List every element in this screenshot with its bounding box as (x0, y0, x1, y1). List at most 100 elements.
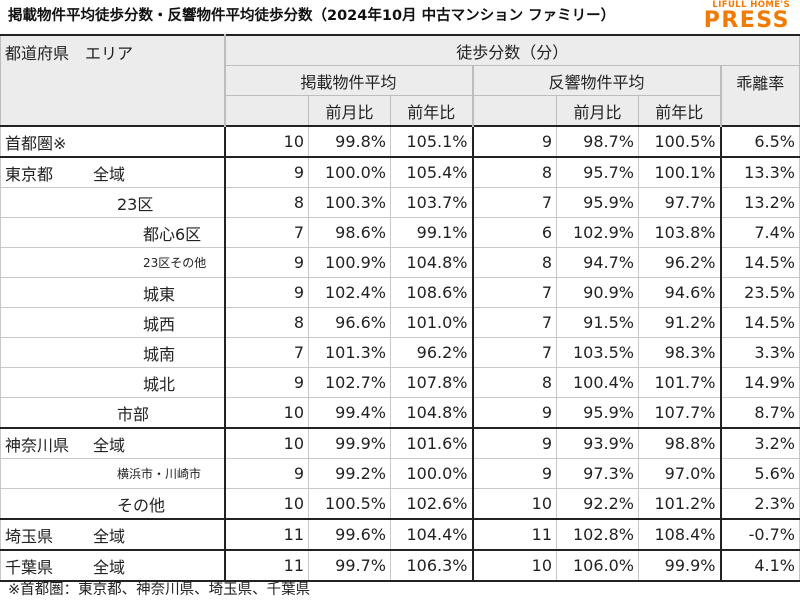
header-response-min (471, 95, 557, 127)
header-region: 都道府県 エリア (0, 34, 226, 127)
row-label: 千葉県 全域 (0, 549, 226, 582)
brand-logo: LIFULL HOME'S PRESS (690, 0, 790, 32)
listing-mom: 99.8% (308, 125, 391, 158)
gap-rate: 14.5% (719, 307, 800, 338)
table-row: 市部 10 99.4% 104.8% 9 95.9% 107.7% 8.7% (0, 397, 800, 429)
response-yoy: 97.0% (638, 458, 721, 489)
response-yoy: 101.7% (638, 367, 721, 398)
table-row: 東京都 全域 9 100.0% 105.4% 8 95.7% 100.1% 13.3% (0, 156, 800, 188)
listing-mom: 102.7% (308, 367, 391, 398)
table-row: 城北 9 102.7% 107.8% 8 100.4% 101.7% 14.9% (0, 367, 800, 398)
response-minutes: 9 (471, 427, 557, 459)
row-label: 城南 (0, 337, 226, 368)
listing-minutes: 10 (224, 488, 309, 520)
listing-mom: 102.4% (308, 277, 391, 308)
listing-yoy: 105.1% (390, 125, 473, 158)
area-name: 都心6区 (143, 224, 202, 244)
gap-rate: 13.2% (719, 187, 800, 218)
listing-mom: 100.3% (308, 187, 391, 218)
listing-yoy: 105.4% (390, 156, 473, 188)
response-minutes: 7 (471, 277, 557, 308)
header-response-mom: 前月比 (556, 95, 639, 127)
listing-yoy: 104.4% (390, 518, 473, 551)
response-minutes: 9 (471, 458, 557, 489)
listing-mom: 98.6% (308, 217, 391, 248)
response-yoy: 101.2% (638, 488, 721, 520)
response-mom: 100.4% (556, 367, 639, 398)
listing-yoy: 101.6% (390, 427, 473, 459)
page-title: 掲載物件平均徒歩分数・反響物件平均徒歩分数（2024年10月 中古マンション フ… (8, 8, 616, 24)
row-label: 東京都 全域 (0, 156, 226, 188)
response-mom: 92.2% (556, 488, 639, 520)
response-minutes: 8 (471, 247, 557, 278)
response-yoy: 97.7% (638, 187, 721, 218)
response-minutes: 10 (471, 488, 557, 520)
response-yoy: 100.5% (638, 125, 721, 158)
area-name: 城西 (143, 314, 176, 334)
table-row: その他 10 100.5% 102.6% 10 92.2% 101.2% 2.3% (0, 488, 800, 520)
area-name: 横浜市・川崎市 (117, 467, 202, 481)
row-label: 城西 (0, 307, 226, 338)
area-name: 城東 (143, 284, 176, 304)
logo-line-2: PRESS (703, 8, 790, 33)
table-row: 神奈川県 全域 10 99.9% 101.6% 9 93.9% 98.8% 3.2% (0, 427, 800, 459)
listing-yoy: 103.7% (390, 187, 473, 218)
header-listing-yoy: 前年比 (390, 95, 473, 127)
response-mom: 98.7% (556, 125, 639, 158)
table-row: 埼玉県 全域 11 99.6% 104.4% 11 102.8% 108.4% -0.7% (0, 518, 800, 551)
area-name: 市部 (117, 404, 150, 424)
gap-rate: 8.7% (719, 397, 800, 429)
table-row: 城南 7 101.3% 96.2% 7 103.5% 98.3% 3.3% (0, 337, 800, 368)
header-gap: 乖離率 (719, 65, 800, 127)
response-yoy: 91.2% (638, 307, 721, 338)
table-row: 横浜市・川崎市 9 99.2% 100.0% 9 97.3% 97.0% 5.6% (0, 458, 800, 489)
response-yoy: 107.7% (638, 397, 721, 429)
listing-minutes: 8 (224, 187, 309, 218)
listing-minutes: 9 (224, 247, 309, 278)
prefecture-name: 首都圏※ (5, 133, 67, 153)
response-minutes: 8 (471, 367, 557, 398)
listing-yoy: 100.0% (390, 458, 473, 489)
gap-rate: 4.1% (719, 549, 800, 582)
response-mom: 102.9% (556, 217, 639, 248)
prefecture-name: 神奈川県 (5, 435, 70, 455)
listing-yoy: 104.8% (390, 397, 473, 429)
footnote: ※首都圏：東京都、神奈川県、埼玉県、千葉県 (8, 582, 311, 598)
listing-minutes: 9 (224, 367, 309, 398)
response-minutes: 7 (471, 337, 557, 368)
response-mom: 106.0% (556, 549, 639, 582)
response-mom: 103.5% (556, 337, 639, 368)
response-mom: 94.7% (556, 247, 639, 278)
response-minutes: 9 (471, 397, 557, 429)
header-walk-group: 徒歩分数（分） (224, 34, 800, 66)
listing-mom: 96.6% (308, 307, 391, 338)
gap-rate: 6.5% (719, 125, 800, 158)
listing-minutes: 9 (224, 458, 309, 489)
area-name: 全域 (93, 435, 126, 455)
listing-mom: 99.9% (308, 427, 391, 459)
header-listing-mom: 前月比 (308, 95, 391, 127)
row-label: 神奈川県 全域 (0, 427, 226, 459)
response-mom: 90.9% (556, 277, 639, 308)
header-listing: 掲載物件平均 (224, 65, 473, 96)
response-yoy: 96.2% (638, 247, 721, 278)
area-name: 城南 (143, 344, 176, 364)
listing-yoy: 102.6% (390, 488, 473, 520)
response-mom: 95.9% (556, 187, 639, 218)
listing-minutes: 11 (224, 549, 309, 582)
response-yoy: 99.9% (638, 549, 721, 582)
listing-yoy: 96.2% (390, 337, 473, 368)
area-name: 城北 (143, 374, 176, 394)
row-label: 都心6区 (0, 217, 226, 248)
response-mom: 91.5% (556, 307, 639, 338)
listing-minutes: 11 (224, 518, 309, 551)
listing-minutes: 10 (224, 125, 309, 158)
area-name: 23区その他 (143, 256, 207, 270)
listing-yoy: 107.8% (390, 367, 473, 398)
gap-rate: 7.4% (719, 217, 800, 248)
response-minutes: 9 (471, 125, 557, 158)
response-minutes: 7 (471, 307, 557, 338)
header-listing-min (224, 95, 309, 127)
response-yoy: 94.6% (638, 277, 721, 308)
response-mom: 93.9% (556, 427, 639, 459)
